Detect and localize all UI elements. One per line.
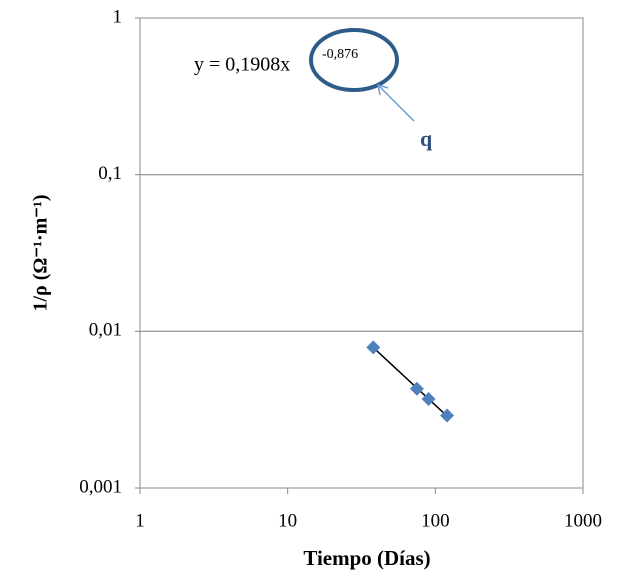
arrow-line [377, 84, 415, 122]
data-point [409, 381, 424, 396]
y-axis-label: 1/ρ (Ω⁻¹·m⁻¹) [30, 194, 52, 311]
x-tick-label: 10 [278, 510, 297, 531]
annotation: q [420, 126, 433, 151]
y-tick-label: 1 [113, 6, 123, 27]
data-point [421, 391, 436, 406]
trendline [372, 346, 448, 417]
y-tick-label: 0,1 [98, 163, 122, 184]
highlight-circle [309, 28, 399, 92]
trendline-equation: y = 0,1908x [194, 54, 290, 76]
y-tick-label: 0,001 [79, 476, 122, 497]
x-tick-label: 1000 [564, 510, 602, 531]
x-tick-label: 100 [421, 510, 450, 531]
y-tick-label: 0,01 [89, 320, 122, 341]
x-axis-label: Tiempo (Días) [303, 546, 430, 570]
x-tick-label: 1 [135, 510, 145, 531]
data-point [440, 408, 455, 423]
data-point [366, 340, 381, 355]
trendline-exponent: -0,876 [322, 47, 358, 62]
arrow-head [377, 83, 389, 96]
